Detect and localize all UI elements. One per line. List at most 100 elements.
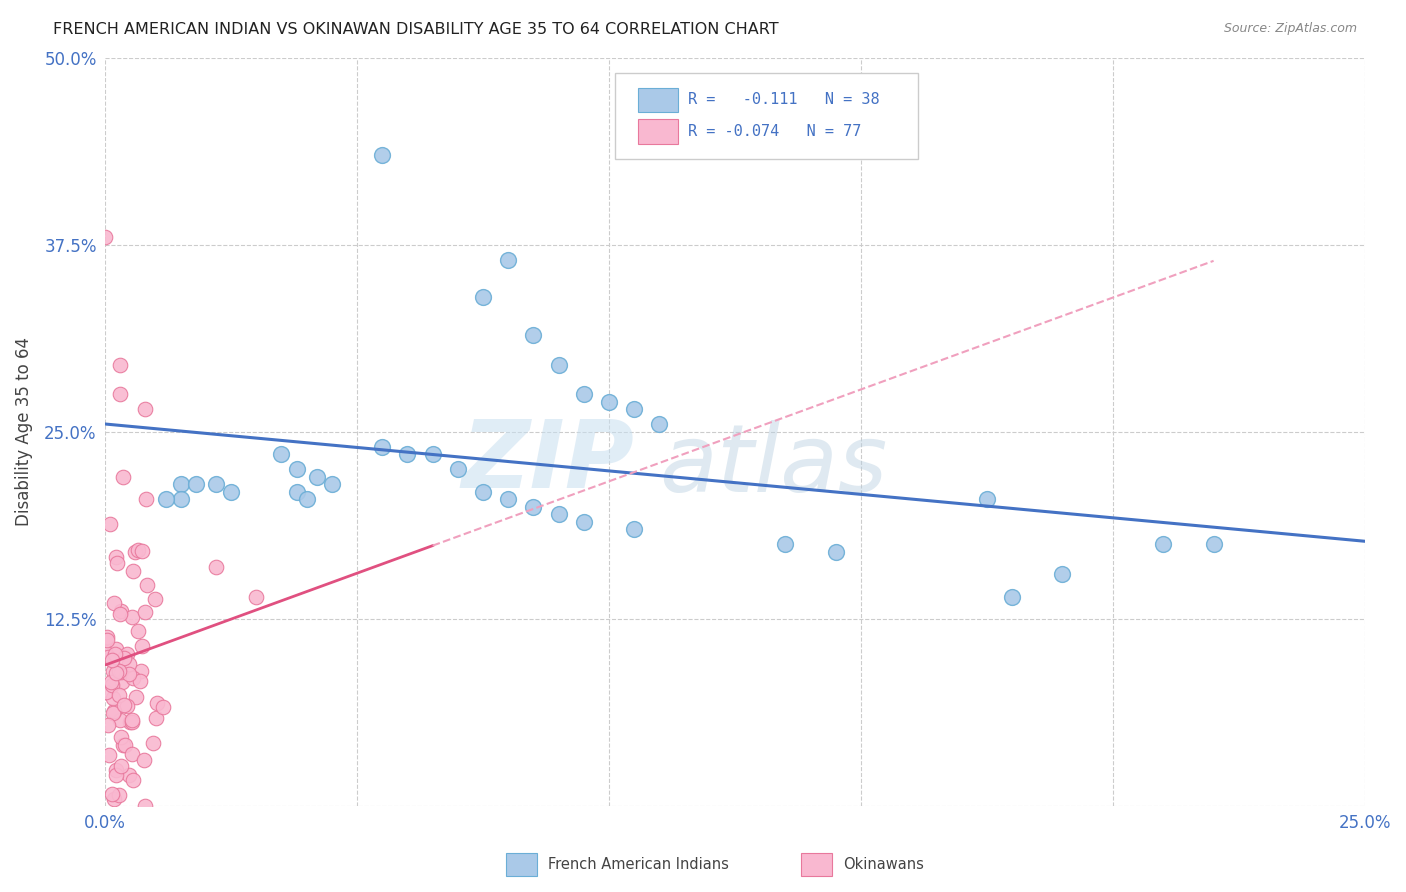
Point — [142, 736, 165, 750]
Point — [101, 691, 124, 706]
Point — [135, 578, 157, 592]
Point — [111, 470, 134, 484]
Point — [118, 666, 141, 681]
Point — [117, 648, 139, 662]
Point — [108, 358, 131, 372]
Point — [134, 402, 156, 417]
Point — [96, 630, 118, 644]
Point — [135, 491, 157, 506]
Point — [110, 604, 132, 618]
Point — [285, 462, 308, 476]
FancyBboxPatch shape — [638, 119, 678, 144]
Point — [108, 664, 131, 678]
Point — [121, 564, 143, 578]
Point — [121, 715, 143, 730]
Point — [143, 592, 166, 607]
Point — [121, 713, 143, 727]
Text: R =   -0.111   N = 38: R = -0.111 N = 38 — [689, 92, 880, 107]
Point — [132, 753, 155, 767]
Point — [127, 624, 149, 638]
Point — [101, 653, 124, 667]
Point — [305, 470, 328, 484]
Point — [648, 417, 671, 432]
Point — [169, 492, 191, 507]
Point — [295, 492, 318, 507]
Point — [205, 477, 228, 491]
Point — [547, 507, 569, 521]
Point — [104, 550, 127, 565]
Point — [152, 700, 174, 714]
Point — [472, 290, 495, 304]
Point — [1052, 567, 1074, 582]
Point — [496, 492, 519, 507]
Point — [145, 711, 167, 725]
Point — [129, 673, 152, 688]
Point — [100, 678, 122, 692]
Point — [108, 387, 131, 401]
Point — [101, 706, 124, 721]
Point — [107, 557, 129, 571]
Point — [111, 674, 134, 689]
Point — [104, 666, 127, 681]
Y-axis label: Disability Age 35 to 64: Disability Age 35 to 64 — [15, 337, 32, 526]
Point — [121, 610, 143, 624]
Point — [623, 522, 645, 536]
Point — [371, 148, 394, 162]
Point — [125, 690, 148, 704]
Text: French American Indians: French American Indians — [548, 857, 730, 871]
Point — [775, 537, 797, 551]
Point — [112, 739, 135, 753]
Point — [1202, 537, 1225, 551]
Point — [1001, 590, 1024, 604]
Point — [146, 697, 169, 711]
Point — [103, 792, 125, 806]
Point — [824, 544, 846, 558]
Point — [572, 387, 595, 401]
Point — [120, 714, 142, 729]
Point — [124, 545, 146, 559]
Point — [100, 787, 122, 801]
Point — [98, 516, 121, 531]
Point — [245, 590, 267, 604]
Point — [103, 704, 125, 718]
Point — [94, 230, 117, 244]
Point — [112, 698, 135, 713]
Point — [97, 718, 120, 732]
Text: Okinawans: Okinawans — [844, 857, 925, 871]
Point — [103, 597, 125, 611]
Point — [121, 773, 143, 788]
Point — [134, 605, 156, 619]
Point — [110, 607, 132, 621]
Point — [623, 402, 645, 417]
Point — [127, 543, 149, 558]
Text: R = -0.074   N = 77: R = -0.074 N = 77 — [689, 124, 862, 139]
Point — [131, 544, 153, 558]
Point — [110, 730, 132, 744]
Point — [422, 447, 444, 461]
Point — [285, 484, 308, 499]
Point — [114, 738, 136, 752]
Point — [104, 647, 127, 661]
Point — [496, 252, 519, 267]
Point — [96, 632, 118, 647]
Point — [572, 515, 595, 529]
Point — [108, 789, 131, 803]
Point — [270, 447, 292, 461]
Point — [118, 768, 141, 782]
Point — [121, 747, 143, 761]
Point — [110, 665, 132, 679]
Text: atlas: atlas — [659, 420, 887, 511]
Point — [184, 477, 207, 491]
Point — [134, 798, 156, 813]
Point — [121, 672, 143, 686]
Point — [547, 358, 569, 372]
Point — [219, 484, 242, 499]
Point — [447, 462, 470, 476]
Point — [396, 447, 419, 461]
Text: Source: ZipAtlas.com: Source: ZipAtlas.com — [1223, 22, 1357, 36]
Text: FRENCH AMERICAN INDIAN VS OKINAWAN DISABILITY AGE 35 TO 64 CORRELATION CHART: FRENCH AMERICAN INDIAN VS OKINAWAN DISAB… — [53, 22, 779, 37]
Point — [96, 685, 118, 699]
Point — [110, 759, 132, 773]
Point — [371, 440, 394, 454]
Point — [205, 559, 228, 574]
